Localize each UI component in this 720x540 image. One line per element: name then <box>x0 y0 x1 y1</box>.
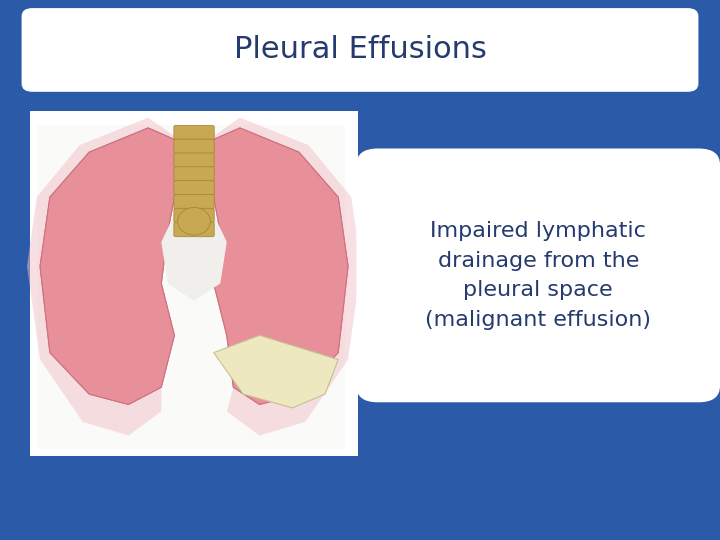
Text: Pleural Effusions: Pleural Effusions <box>233 36 487 64</box>
FancyBboxPatch shape <box>174 167 215 181</box>
Text: Impaired lymphatic
drainage from the
pleural space
(malignant effusion): Impaired lymphatic drainage from the ple… <box>426 221 651 330</box>
Polygon shape <box>27 118 187 436</box>
Polygon shape <box>40 128 187 404</box>
FancyBboxPatch shape <box>356 148 720 402</box>
Polygon shape <box>214 335 338 408</box>
FancyBboxPatch shape <box>174 222 215 237</box>
Polygon shape <box>201 128 348 404</box>
Polygon shape <box>161 207 227 301</box>
FancyBboxPatch shape <box>174 153 215 167</box>
FancyBboxPatch shape <box>174 125 215 140</box>
FancyBboxPatch shape <box>37 125 345 449</box>
Polygon shape <box>201 128 348 404</box>
FancyBboxPatch shape <box>174 208 215 223</box>
FancyBboxPatch shape <box>30 111 358 456</box>
FancyBboxPatch shape <box>174 139 215 154</box>
Ellipse shape <box>178 207 210 235</box>
FancyBboxPatch shape <box>174 180 215 195</box>
Polygon shape <box>201 118 361 436</box>
FancyBboxPatch shape <box>174 194 215 209</box>
FancyBboxPatch shape <box>22 8 698 92</box>
Polygon shape <box>40 128 187 404</box>
